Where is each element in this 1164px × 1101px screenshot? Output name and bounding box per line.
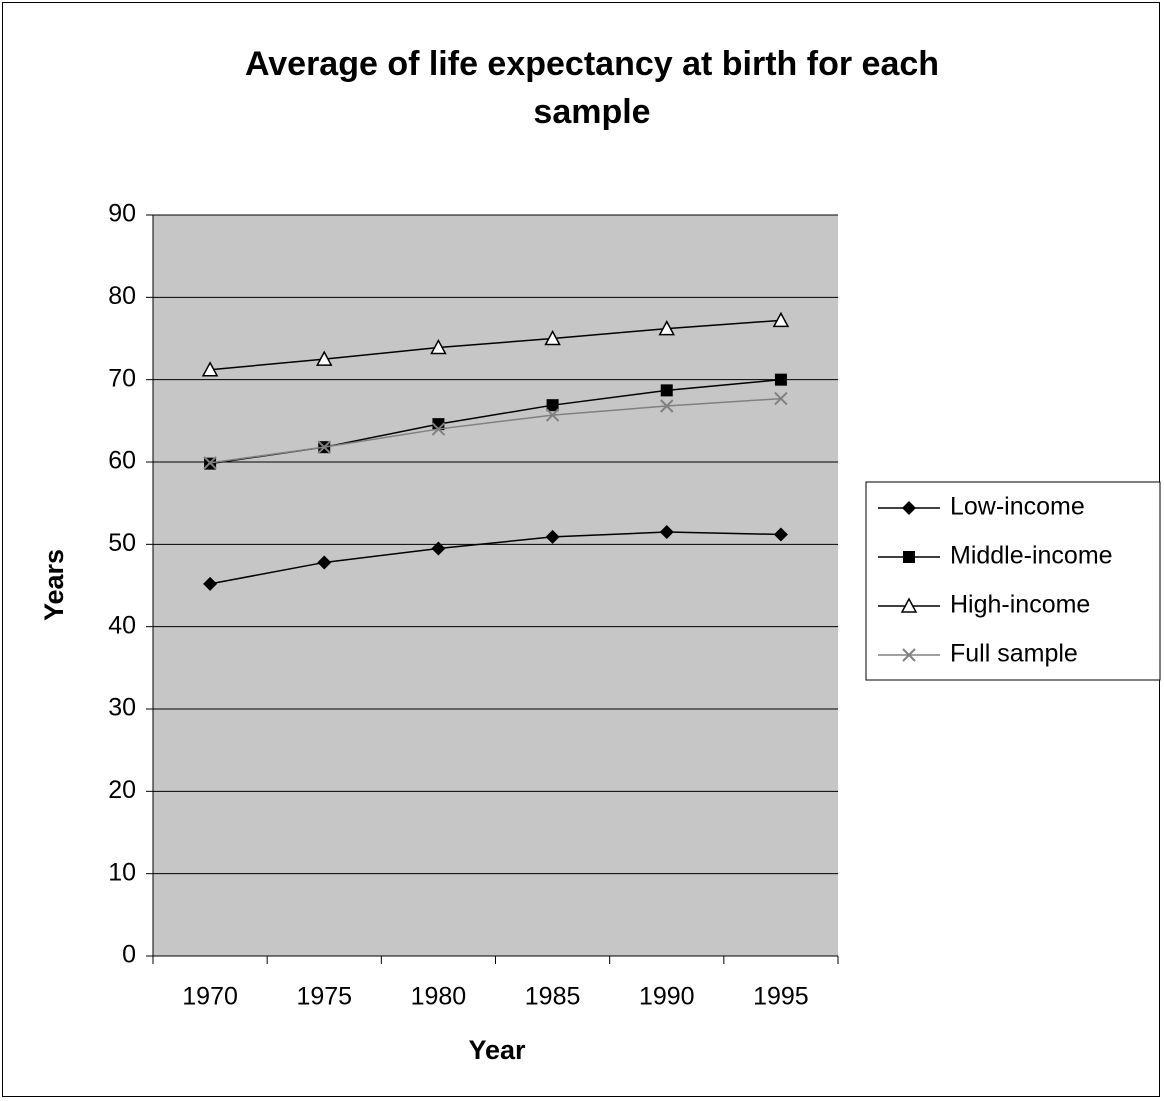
x-tick-label: 1975: [296, 983, 352, 1011]
legend-label: Full sample: [950, 640, 1078, 668]
marker: [900, 597, 918, 613]
y-tick-label: 40: [108, 611, 136, 639]
marker: [773, 527, 788, 542]
marker: [774, 373, 787, 386]
y-tick-label: 20: [108, 776, 136, 804]
marker: [317, 555, 332, 570]
marker: [902, 501, 916, 515]
legend-label: High-income: [950, 591, 1090, 619]
y-tick-label: 80: [108, 282, 136, 310]
marker: [660, 384, 673, 397]
x-tick-label: 1990: [639, 983, 695, 1011]
marker: [658, 320, 676, 336]
legend: Low-income Middle-income High-income Full s…: [865, 481, 1161, 681]
y-tick-label: 90: [108, 200, 136, 228]
x-tick-label: 1980: [411, 983, 467, 1011]
series-line: [210, 319, 781, 371]
x-tick-label: 1985: [525, 983, 581, 1011]
marker: [902, 648, 916, 662]
marker: [317, 440, 331, 454]
marker: [546, 399, 559, 412]
y-tick-label: 0: [122, 941, 136, 969]
x-tick-label: 1970: [182, 983, 238, 1011]
series-line: [209, 397, 781, 464]
y-axis-label: Years: [39, 549, 69, 621]
x-tick-label: 1995: [753, 983, 809, 1011]
marker: [772, 311, 790, 328]
y-tick-label: 70: [108, 364, 136, 392]
marker: [203, 576, 218, 591]
legend-label: Low-income: [950, 493, 1085, 521]
y-tick-label: 50: [108, 529, 136, 557]
series-line: [209, 531, 781, 585]
marker: [544, 329, 561, 346]
plot-area: [153, 215, 838, 956]
marker: [315, 350, 333, 366]
marker: [903, 551, 915, 563]
chart-title: Average of life expectancy at birth for …: [244, 45, 940, 131]
y-tick-label: 10: [108, 858, 136, 886]
marker: [431, 422, 446, 436]
marker: [203, 456, 217, 470]
marker: [545, 529, 560, 544]
y-tick-label: 60: [108, 447, 136, 475]
marker: [660, 399, 674, 413]
marker: [545, 408, 560, 422]
marker: [431, 541, 446, 556]
y-tick-label: 30: [108, 694, 136, 722]
marker: [774, 391, 788, 406]
x-axis-label: Year: [468, 1035, 526, 1065]
legend-label: Middle-income: [950, 542, 1113, 570]
legend-box: [865, 481, 1161, 681]
marker: [201, 361, 219, 377]
marker: [659, 524, 674, 539]
marker: [430, 338, 447, 355]
